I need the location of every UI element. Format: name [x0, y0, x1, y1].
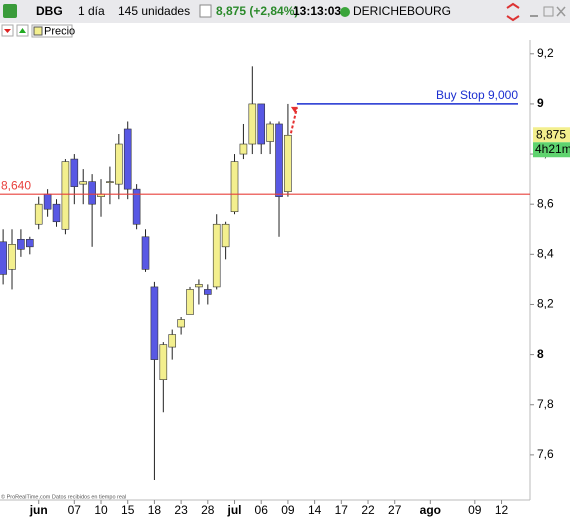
- order-arrow: [289, 107, 298, 134]
- y-tick-label: 8,6: [537, 196, 554, 210]
- legend-swatch: [33, 26, 43, 36]
- x-tick-label: 23: [174, 503, 188, 517]
- symbol[interactable]: DBG: [36, 4, 63, 18]
- candle-body: [204, 289, 212, 295]
- x-tick-label: ago: [420, 503, 441, 517]
- candle-body: [115, 143, 123, 185]
- last-price: 8,875 (+2,84%): [216, 4, 298, 18]
- toolbar: [0, 0, 570, 23]
- x-tick-label: 18: [148, 503, 162, 517]
- y-tick-label: 9,2: [537, 46, 554, 60]
- candle-body: [266, 123, 274, 142]
- y-tick-label: 8,4: [537, 247, 554, 261]
- y-tick-label: 7,6: [537, 447, 554, 461]
- candle-body: [257, 103, 266, 145]
- instrument-name: DERICHEBOURG: [353, 4, 451, 18]
- x-tick-label: 22: [361, 503, 375, 517]
- candle-body: [123, 128, 132, 190]
- candle-body: [70, 158, 79, 187]
- order-arrowhead: [290, 106, 298, 113]
- last-price-label: 8,875: [536, 127, 566, 141]
- x-tick-label: 12: [495, 503, 509, 517]
- status-dot: [340, 7, 350, 17]
- y-tick-label: 7,8: [537, 397, 554, 411]
- candle-body: [248, 103, 257, 145]
- order-label: Buy Stop 9,000: [436, 88, 518, 102]
- x-tick-label: 09: [281, 503, 295, 517]
- countdown-label: 4h21m: [535, 142, 570, 156]
- candle-body: [26, 238, 34, 248]
- candle-body: [61, 161, 70, 230]
- countdown-box: [533, 142, 570, 158]
- candle-body: [8, 244, 16, 270]
- x-tick-label: 09: [468, 503, 482, 517]
- candle-body: [52, 203, 61, 223]
- candle-body: [88, 181, 96, 205]
- x-tick-label: jul: [227, 503, 242, 517]
- candle-body: [141, 236, 150, 270]
- candle-body: [43, 193, 52, 210]
- candle-body: [34, 203, 43, 225]
- close-button[interactable]: [556, 6, 566, 17]
- x-tick-label: 28: [201, 503, 215, 517]
- x-tick-label: 07: [68, 503, 82, 517]
- chart-icon[interactable]: [3, 4, 17, 18]
- sync-icon[interactable]: [506, 2, 520, 22]
- x-tick-label: 14: [308, 503, 322, 517]
- candle-body: [159, 344, 168, 380]
- y-tick-label: 8,2: [537, 297, 554, 311]
- footer: © ProRealTime.com Datos recibidos en tie…: [1, 493, 126, 500]
- y-tick-label: 8: [537, 347, 544, 361]
- period[interactable]: 1 día: [78, 4, 105, 18]
- y-tick-label: 9: [537, 96, 544, 110]
- candle-body: [186, 289, 194, 315]
- up-arrow: [19, 28, 26, 33]
- x-tick-label: 15: [121, 503, 135, 517]
- x-tick-label: 27: [388, 503, 402, 517]
- down-arrow: [4, 29, 11, 33]
- x-tick-label: 17: [335, 503, 349, 517]
- x-tick-label: jun: [29, 503, 48, 517]
- candle-body: [221, 223, 230, 248]
- last-price-box: [533, 127, 570, 143]
- candle-body: [212, 223, 221, 288]
- legend-label: Precio: [44, 25, 75, 37]
- candle-body: [0, 241, 7, 275]
- candle-body: [284, 134, 292, 192]
- x-tick-label: 06: [255, 503, 269, 517]
- candle-body: [230, 161, 239, 213]
- candle-body: [150, 286, 159, 360]
- maximize-button[interactable]: [543, 6, 554, 17]
- candle-body: [275, 123, 283, 197]
- x-tick-label: 10: [94, 503, 108, 517]
- candle-body: [168, 334, 177, 348]
- candle-body: [17, 238, 25, 250]
- units[interactable]: 145 unidades: [118, 4, 190, 18]
- support-label: 8,640: [1, 178, 31, 192]
- info-icon[interactable]: [199, 4, 212, 18]
- candle-body: [177, 319, 185, 328]
- time: 13:13:03: [293, 4, 341, 18]
- candle-body: [132, 188, 141, 225]
- candle-body: [106, 181, 114, 183]
- candle-body: [239, 143, 248, 155]
- candle-body: [79, 181, 88, 185]
- candle-body: [195, 284, 203, 288]
